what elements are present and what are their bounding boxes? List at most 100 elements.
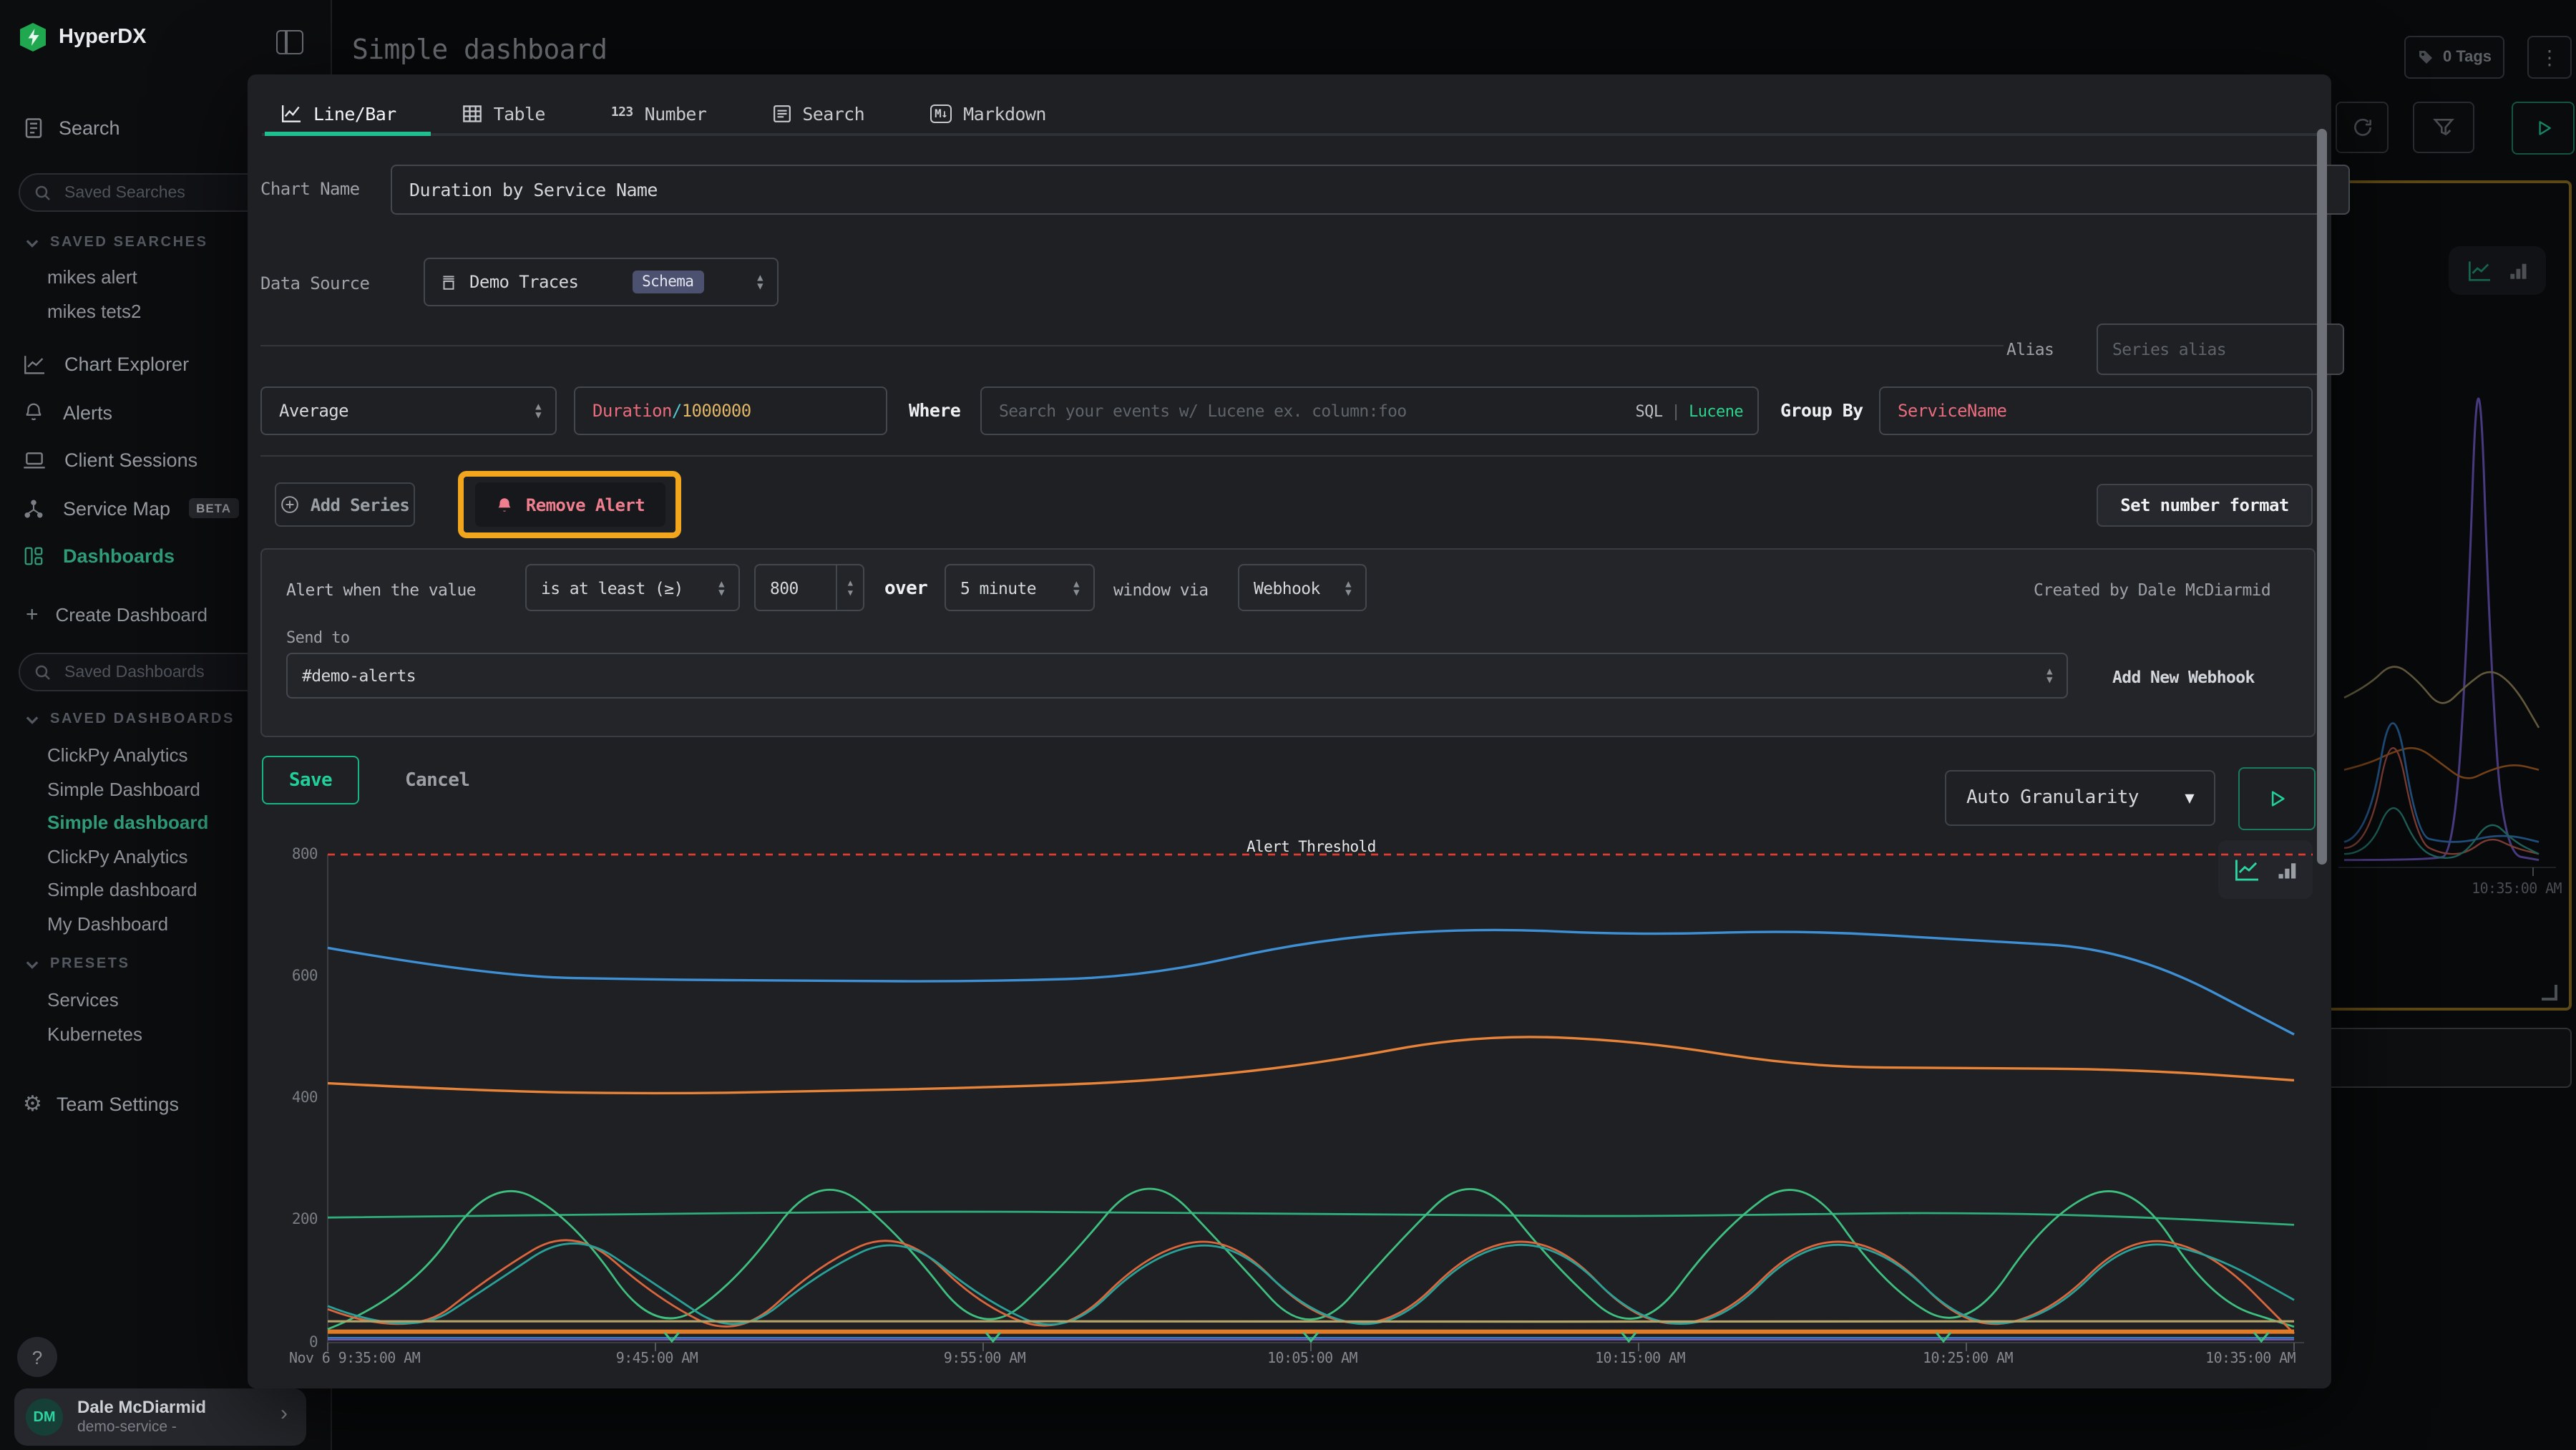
- granularity-select[interactable]: Auto Granularity ▼: [1945, 770, 2215, 826]
- chevron-down-icon: [26, 715, 39, 724]
- saved-search-item[interactable]: mikes tets2: [47, 300, 142, 334]
- saved-dashboard-item[interactable]: Simple dashboard: [47, 812, 208, 845]
- run-query-button[interactable]: [2238, 767, 2316, 830]
- gear-icon: ⚙: [23, 1094, 42, 1115]
- chevron-down-icon: [26, 238, 39, 247]
- saved-searches-input[interactable]: [62, 183, 268, 203]
- y-tick-label: 200: [255, 1212, 318, 1229]
- cancel-button[interactable]: Cancel: [405, 770, 469, 792]
- tab-table[interactable]: Table: [462, 102, 545, 124]
- alert-channel-select[interactable]: Webhook ▲▼: [1238, 564, 1367, 611]
- beta-badge: BETA: [189, 499, 238, 519]
- series-blue-service: [328, 930, 2294, 1034]
- alert-window-value: 5 minute: [960, 578, 1036, 598]
- window-via-label: window via: [1113, 580, 1209, 600]
- list-icon: [772, 104, 791, 122]
- select-chevrons-icon: ▲▼: [1345, 579, 1354, 596]
- set-number-format-button[interactable]: Set number format: [2097, 484, 2313, 527]
- logs-icon: [23, 117, 44, 139]
- x-tick-label: Nov 6 9:35:00 AM: [289, 1351, 420, 1367]
- presets-header[interactable]: PRESETS: [26, 956, 130, 972]
- sql-toggle[interactable]: SQL: [1636, 402, 1663, 420]
- saved-dashboards-input[interactable]: [62, 662, 268, 682]
- tab-number[interactable]: 123 Number: [611, 102, 706, 124]
- saved-dashboards-header[interactable]: SAVED DASHBOARDS: [26, 711, 235, 727]
- tab-label: Number: [645, 102, 707, 124]
- number-stepper[interactable]: ▲▼: [836, 565, 863, 610]
- presets-header-label: PRESETS: [50, 956, 130, 972]
- x-tick-label: 10:35:00 AM: [2205, 1351, 2296, 1367]
- add-series-button[interactable]: Add Series: [275, 482, 415, 527]
- nav-label: Client Sessions: [64, 450, 197, 472]
- divider: [260, 345, 2004, 346]
- created-by-label: Created by Dale McDiarmid: [2034, 580, 2270, 600]
- saved-searches-header[interactable]: SAVED SEARCHES: [26, 235, 208, 250]
- nav-label: Alerts: [63, 402, 112, 424]
- preset-item[interactable]: Services: [47, 989, 142, 1023]
- aggregation-value: Average: [279, 401, 348, 421]
- save-button[interactable]: Save: [262, 756, 359, 804]
- saved-dashboard-item[interactable]: My Dashboard: [47, 913, 208, 946]
- question-icon: ?: [32, 1346, 42, 1368]
- field-expression-input[interactable]: Duration/1000000: [574, 386, 887, 435]
- tab-line-bar[interactable]: Line/Bar: [280, 102, 396, 124]
- create-dashboard-button[interactable]: + Create Dashboard: [26, 603, 208, 627]
- aggregation-select[interactable]: Average ▲▼: [260, 386, 557, 435]
- lucene-toggle[interactable]: Lucene: [1689, 402, 1743, 420]
- tab-search[interactable]: Search: [772, 102, 864, 124]
- set-number-format-label: Set number format: [2120, 495, 2288, 515]
- saved-searches-list: mikes alertmikes tets2: [47, 266, 142, 334]
- saved-dashboard-item[interactable]: ClickPy Analytics: [47, 845, 208, 879]
- saved-search-item[interactable]: mikes alert: [47, 266, 142, 300]
- avatar-initials: DM: [33, 1409, 55, 1425]
- remove-alert-button[interactable]: Remove Alert: [475, 482, 665, 527]
- alert-condition-select[interactable]: is at least (≥) ▲▼: [525, 564, 740, 611]
- saved-searches-header-label: SAVED SEARCHES: [50, 235, 208, 250]
- alert-config-panel: Alert when the value is at least (≥) ▲▼ …: [260, 548, 2316, 737]
- select-chevrons-icon: ▲▼: [757, 273, 766, 291]
- modal-scrollbar[interactable]: [2317, 129, 2327, 865]
- user-card[interactable]: DM Dale McDiarmid demo-service - ›: [14, 1388, 306, 1446]
- chart-name-label: Chart Name: [260, 179, 360, 199]
- data-source-select[interactable]: Demo Traces Schema ▲▼: [424, 258, 779, 306]
- brand-name: HyperDX: [59, 26, 147, 49]
- sidebar-item-team-settings[interactable]: ⚙ Team Settings: [23, 1094, 179, 1115]
- chart-name-input[interactable]: [391, 165, 2350, 215]
- send-to-select[interactable]: #demo-alerts ▲▼: [286, 653, 2068, 699]
- preview-chart[interactable]: [326, 845, 2316, 1363]
- alert-threshold-input[interactable]: 800 ▲▼: [754, 564, 864, 611]
- help-button[interactable]: ?: [17, 1337, 57, 1377]
- group-by-input[interactable]: ServiceName: [1879, 386, 2313, 435]
- search-icon: [34, 663, 52, 681]
- dashboards-icon: [23, 546, 44, 568]
- create-dashboard-label: Create Dashboard: [56, 604, 208, 626]
- sidebar-collapse-button[interactable]: [276, 30, 303, 54]
- sidebar-item-search[interactable]: Search: [23, 117, 120, 139]
- hyperdx-logo-icon: [20, 23, 46, 52]
- where-search-box[interactable]: SQL | Lucene: [980, 386, 1759, 435]
- tab-markdown[interactable]: M↓ Markdown: [930, 102, 1046, 124]
- bolt-icon: [26, 29, 39, 46]
- alert-window-select[interactable]: 5 minute ▲▼: [945, 564, 1095, 611]
- preset-item[interactable]: Kubernetes: [47, 1023, 142, 1056]
- add-new-webhook-link[interactable]: Add New Webhook: [2112, 667, 2255, 687]
- y-tick-label: 800: [255, 845, 318, 862]
- saved-dashboard-item[interactable]: Simple dashboard: [47, 879, 208, 913]
- chart-explorer-icon: [23, 355, 46, 375]
- search-icon: [34, 184, 52, 201]
- data-source-label: Data Source: [260, 273, 369, 293]
- alert-prefix-label: Alert when the value: [286, 580, 476, 600]
- active-tab-underline: [265, 132, 431, 136]
- brand-logo[interactable]: HyperDX: [20, 23, 147, 52]
- where-search-input[interactable]: [996, 399, 1546, 422]
- saved-dashboard-item[interactable]: Simple Dashboard: [47, 778, 208, 812]
- select-chevrons-icon: ▲▼: [718, 579, 727, 596]
- saved-dashboard-item[interactable]: ClickPy Analytics: [47, 744, 208, 778]
- group-by-value: ServiceName: [1898, 401, 2006, 421]
- alert-condition-value: is at least (≥): [541, 578, 683, 598]
- user-subtitle: demo-service -: [77, 1419, 177, 1436]
- alert-threshold-value: 800: [756, 578, 799, 598]
- query-language-switch: SQL | Lucene: [1636, 402, 1743, 420]
- where-label: Where: [909, 399, 960, 421]
- series-alias-input[interactable]: [2097, 323, 2344, 375]
